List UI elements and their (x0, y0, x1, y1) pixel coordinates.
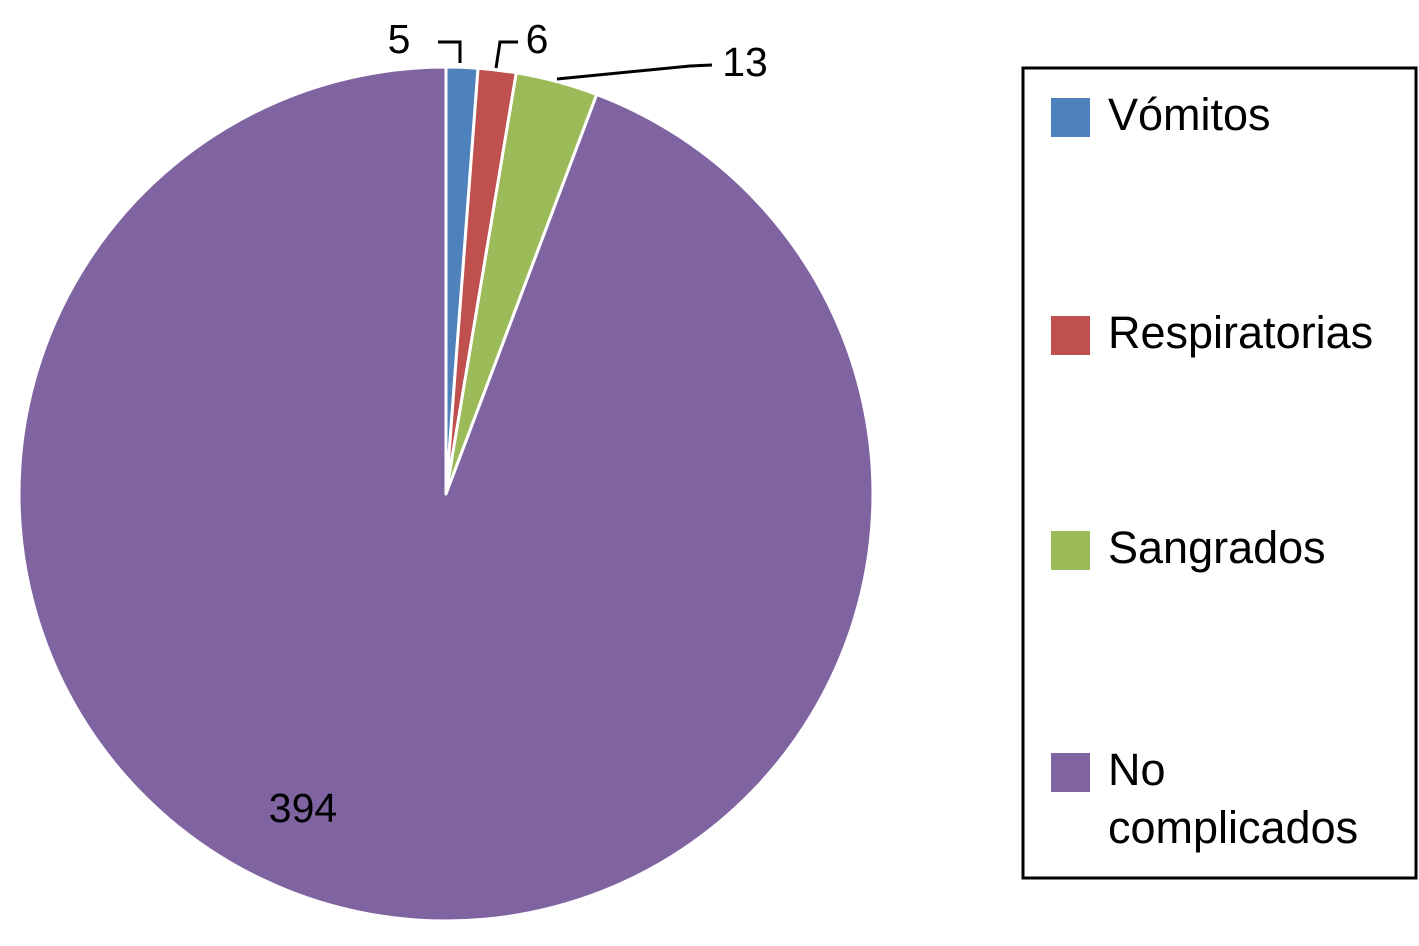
pie-slices (17, 65, 875, 923)
legend-item-vomitos: Vómitos (1051, 89, 1271, 140)
legend-label-respiratorias: Respiratorias (1108, 307, 1373, 358)
legend-label-no-complicados-line-2: complicados (1108, 802, 1358, 853)
legend-item-no-complicados: No complicados (1051, 744, 1358, 853)
leader-line-vomitos (438, 40, 462, 63)
pie-slice-no-complicados (17, 65, 875, 923)
leader-line-sangrados (556, 63, 713, 81)
legend-swatch-vomitos (1051, 98, 1090, 137)
legend-swatch-sangrados (1051, 531, 1090, 570)
label-leader-lines (438, 40, 713, 81)
legend-swatch-no-complicados (1051, 753, 1090, 792)
legend-item-respiratorias: Respiratorias (1051, 307, 1373, 358)
legend-swatch-respiratorias (1051, 316, 1090, 355)
legend-item-sangrados: Sangrados (1051, 522, 1326, 573)
legend-label-vomitos: Vómitos (1108, 89, 1271, 140)
data-label-respiratorias: 6 (526, 16, 549, 62)
leader-line-respiratorias (494, 40, 518, 69)
data-label-vomitos: 5 (388, 16, 411, 62)
legend: Vómitos Respiratorias Sangrados No complicad… (1021, 66, 1418, 880)
data-label-no-complicados: 394 (269, 785, 337, 831)
data-labels: 5 6 13 394 (269, 16, 768, 831)
legend-label-no-complicados-line-1: No (1108, 744, 1166, 795)
legend-box (1021, 66, 1418, 880)
data-label-sangrados: 13 (722, 39, 768, 85)
legend-label-sangrados: Sangrados (1108, 522, 1326, 573)
